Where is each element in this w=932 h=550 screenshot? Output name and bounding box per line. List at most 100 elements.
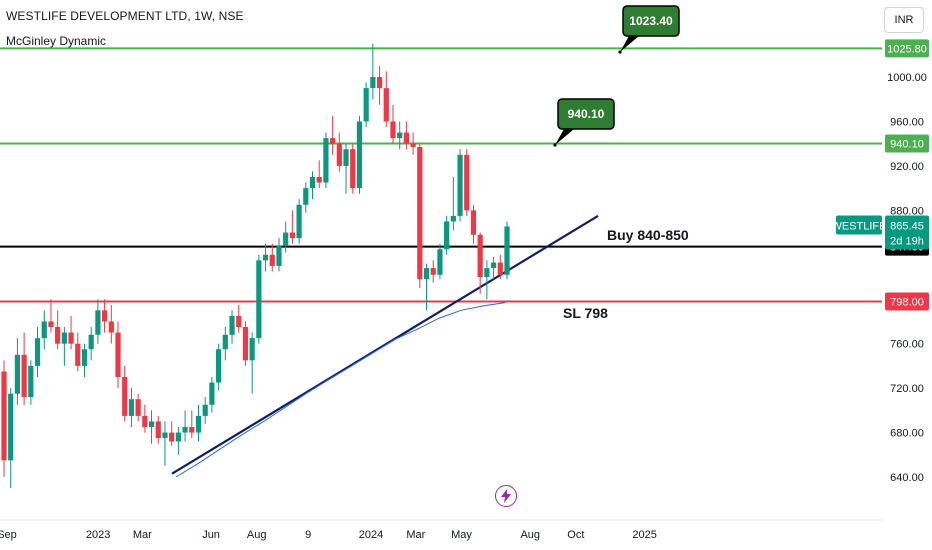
candle-body [162,432,168,439]
candle-body [108,321,114,333]
candle-body [41,321,47,339]
candle-body [216,349,222,383]
candle-body [256,260,262,339]
callout-pointer [620,36,639,52]
candle-body [1,371,7,461]
y-tick-label: 680.00 [890,428,924,440]
currency-button[interactable]: INR [884,7,924,33]
x-tick-label: Aug [520,529,540,541]
candle-body [102,310,108,322]
candle-body [88,334,94,350]
x-tick-label: 2025 [632,529,656,541]
candle-body [236,315,242,327]
stop-loss-price-tag [885,292,929,311]
candle-body [370,77,376,89]
x-tick-label: Mar [133,529,152,541]
y-tick-label: 720.00 [890,383,924,395]
target-2-price-text: 1025.80 [887,43,927,55]
x-tick-label: Sep [0,529,17,541]
y-tick-label: 760.00 [890,339,924,351]
candle-body [296,204,302,239]
annotation-text: SL 798 [563,305,608,321]
callout-box [557,98,615,130]
candle-body [222,334,228,350]
candle-body [276,245,282,266]
candle-body [437,249,443,275]
callout-box [622,5,680,37]
candle-body [95,310,101,335]
x-tick-label: Jun [202,529,220,541]
candle-body [383,88,389,122]
candle-body [55,326,61,344]
candle-body [283,232,289,246]
candle-body [444,221,450,250]
candle-body [323,138,329,183]
x-tick-label: May [451,529,472,541]
candle-body [115,332,121,377]
y-tick-label: 640.00 [890,472,924,484]
callout-anchor [618,50,622,54]
trendline [171,214,599,475]
symbol-tag-text: WESTLIFE [831,220,886,232]
x-tick-label: 2024 [359,529,383,541]
candle-body [175,432,181,442]
candle-body [450,215,456,222]
target-2-callout: 1023.40 [618,5,680,54]
candle-body [490,262,497,269]
stop-loss-price-text: 798.00 [890,296,924,308]
price-axis-background [882,0,932,550]
candle-body [289,232,295,239]
candle-body [269,254,275,266]
countdown-text: 2d 19h [890,235,924,247]
candle-body [135,399,141,416]
x-tick-label: Oct [567,529,584,541]
candle-body [477,234,483,277]
candle-body [195,415,202,433]
candle-body [430,268,436,275]
y-tick-label: 1000.00 [887,72,927,84]
candle-body [356,121,363,189]
candle-body [423,268,430,280]
candle-body [343,149,349,166]
candle-body [242,326,249,361]
symbol-tag [836,215,882,235]
candle-body [182,426,188,433]
target-2-price-tag [885,39,929,58]
candle-body [350,149,356,189]
lightning-icon[interactable] [495,485,517,507]
y-tick-label: 880.00 [890,205,924,217]
candle-body [21,354,27,397]
candle-body [14,354,21,394]
candle-body [155,421,161,439]
candle-body [376,77,383,89]
candle-body [497,262,503,275]
candle-body [28,365,34,397]
last-price-tag [885,215,929,250]
candle-body [316,176,322,183]
candle-body [61,332,67,344]
x-tick-label: 9 [305,529,311,541]
candle-body [189,426,195,433]
candle-body [202,404,208,416]
last-price-text: 865.45 [890,220,924,232]
mcginley-dynamic-line [175,302,506,478]
candle-body [122,376,128,416]
candle-body [484,268,490,277]
candle-body [397,132,403,139]
target-1-price-tag [885,134,929,153]
candle-body [249,338,255,361]
symbol-title: WESTLIFE DEVELOPMENT LTD, 1W, NSE [6,9,244,23]
target-1-price-text: 940.10 [890,139,924,151]
indicator-label[interactable]: McGinley Dynamic [6,34,107,48]
candle-body [417,146,423,280]
candle-body [48,321,54,327]
y-tick-label: 920.00 [890,161,924,173]
candle-body [8,393,14,461]
callout-text: 940.10 [568,107,605,121]
candle-body [75,343,81,366]
y-tick-label: 960.00 [890,116,924,128]
candle-body [470,210,477,235]
callout-anchor [553,143,557,147]
